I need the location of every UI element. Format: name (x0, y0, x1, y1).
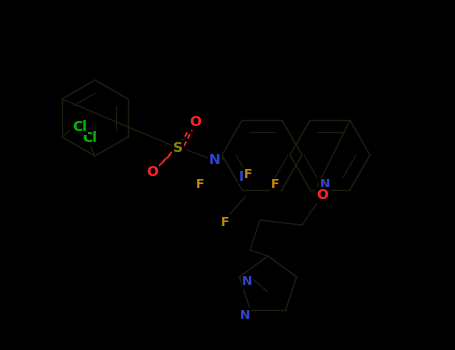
Text: N: N (209, 153, 221, 167)
Text: F: F (221, 216, 229, 229)
Text: N: N (320, 178, 330, 191)
Text: N: N (239, 170, 251, 184)
Text: N: N (242, 275, 253, 288)
Text: F: F (271, 178, 279, 191)
Text: O: O (316, 188, 328, 202)
Text: O: O (189, 115, 201, 129)
Text: Cl: Cl (82, 131, 97, 145)
Text: O: O (146, 165, 158, 179)
Text: F: F (244, 168, 252, 182)
Text: S: S (173, 141, 183, 155)
Text: Cl: Cl (73, 120, 87, 134)
Text: N: N (240, 309, 251, 322)
Text: F: F (196, 178, 204, 191)
